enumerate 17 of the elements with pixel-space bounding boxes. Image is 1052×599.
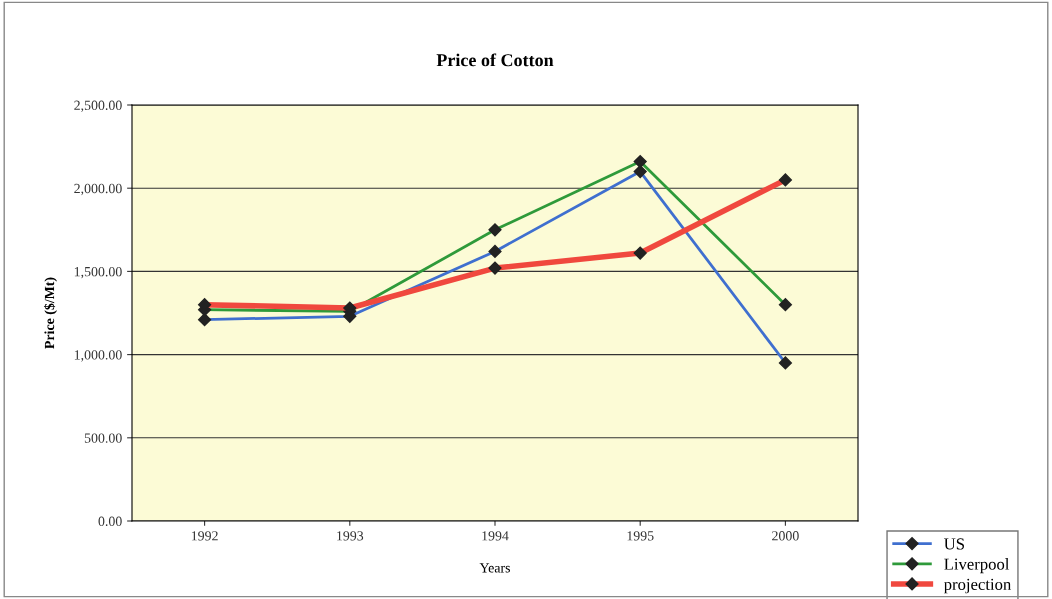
x-tick-label: 1992 [191,531,218,541]
x-tick-label: 1993 [337,531,364,541]
legend-label: US [944,538,964,550]
y-tick-label: 2,000.00 [74,183,122,196]
legend-label: projection [943,578,1012,594]
y-tick-label: 1,000.00 [74,350,122,362]
x-tick-label: 1994 [482,531,509,541]
x-axis-title: Years [479,563,510,573]
y-axis-title: Price ($/Mt) [43,277,57,349]
y-tick-label: 500.00 [84,433,122,443]
legend-label: Liverpool [944,558,1010,574]
y-tick-label: 1,500.00 [74,266,122,279]
y-tick-label: 2,500.00 [74,100,122,112]
x-tick-label: 2000 [772,531,799,541]
chart-title: Price of Cotton [436,53,554,67]
x-tick-label: 1995 [627,531,654,541]
y-tick-label: 0.00 [98,516,122,527]
